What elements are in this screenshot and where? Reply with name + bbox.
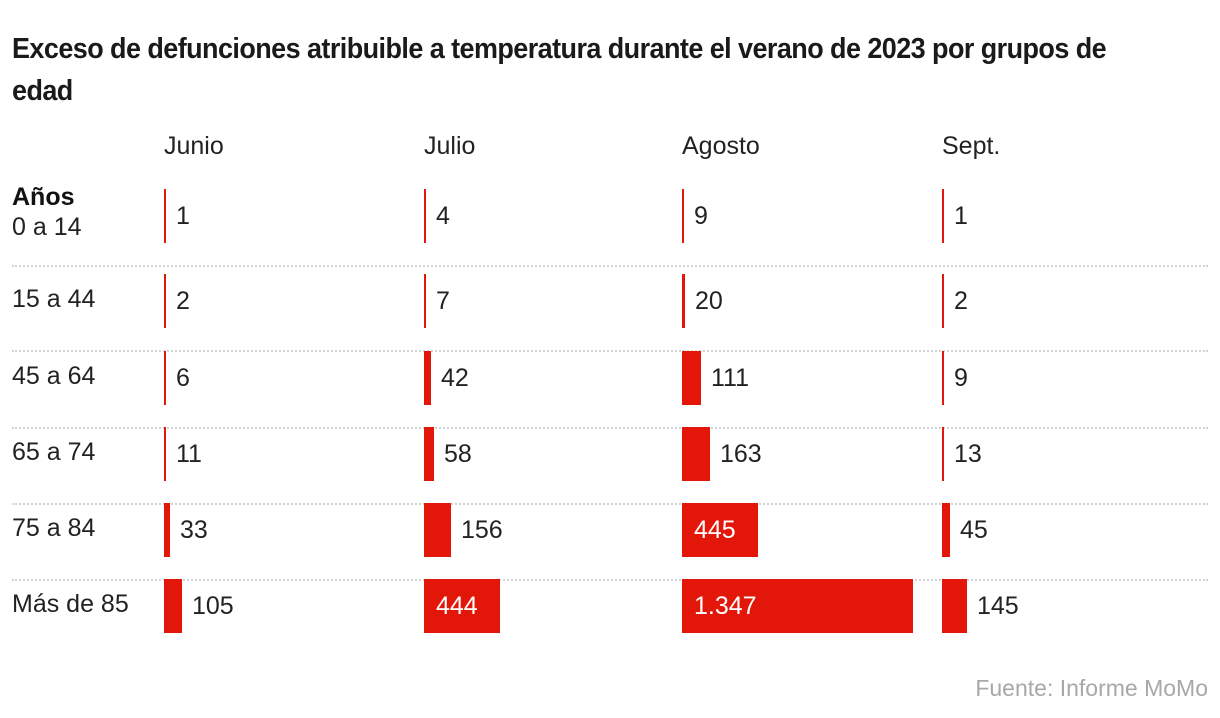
bar — [942, 427, 944, 481]
bar — [424, 351, 431, 405]
bar — [942, 579, 967, 633]
bar — [424, 274, 426, 328]
bar — [682, 579, 913, 633]
bar — [164, 579, 182, 633]
source-note: Fuente: Informe MoMo — [975, 675, 1208, 701]
data-label: 1.347 — [694, 592, 757, 620]
data-label: 9 — [954, 364, 968, 392]
bar — [424, 427, 434, 481]
column-header: Sept. — [942, 132, 1001, 160]
data-label: 156 — [461, 516, 503, 544]
data-label: 145 — [977, 592, 1019, 620]
data-label: 105 — [192, 592, 234, 620]
data-label: 1 — [176, 202, 190, 230]
bar — [942, 351, 944, 405]
data-label: 42 — [441, 364, 469, 392]
bar — [164, 189, 166, 243]
bar — [682, 351, 701, 405]
bar — [942, 503, 950, 557]
data-label: 2 — [176, 287, 190, 315]
data-label: 444 — [436, 592, 478, 620]
data-label: 445 — [694, 516, 736, 544]
data-label: 7 — [436, 287, 450, 315]
bar — [424, 189, 426, 243]
row-label: 15 a 44 — [12, 285, 96, 313]
row-header: Años — [12, 183, 75, 211]
data-label: 20 — [695, 287, 723, 315]
bar — [424, 579, 500, 633]
chart-title: Exceso de defunciones atribuible a tempe… — [12, 33, 1107, 107]
row-divider — [12, 427, 1208, 429]
bar — [682, 189, 684, 243]
column-header: Agosto — [682, 132, 760, 160]
row-divider — [12, 503, 1208, 505]
data-label: 1 — [954, 202, 968, 230]
row-divider — [12, 350, 1208, 352]
data-label: 4 — [436, 202, 450, 230]
row-label: 75 a 84 — [12, 514, 96, 542]
column-header: Julio — [424, 132, 476, 160]
bar — [942, 189, 944, 243]
column-header: Junio — [164, 132, 224, 160]
data-label: 9 — [694, 202, 708, 230]
row-label: 45 a 64 — [12, 362, 96, 390]
data-label: 163 — [720, 440, 762, 468]
bar — [164, 427, 166, 481]
data-label: 13 — [954, 440, 982, 468]
bar — [164, 503, 170, 557]
data-label: 2 — [954, 287, 968, 315]
bar — [424, 503, 451, 557]
bar — [942, 274, 944, 328]
row-divider — [12, 265, 1208, 267]
bar — [682, 503, 758, 557]
bar — [164, 351, 166, 405]
data-label: 111 — [711, 364, 750, 392]
bar — [682, 274, 685, 328]
row-label: 0 a 14 — [12, 213, 82, 241]
data-label: 11 — [176, 440, 202, 468]
data-label: 33 — [180, 516, 208, 544]
data-label: 58 — [444, 440, 472, 468]
data-label: 45 — [960, 516, 988, 544]
bar — [164, 274, 166, 328]
row-label: Más de 85 — [12, 590, 129, 618]
data-label: 6 — [176, 364, 190, 392]
row-divider — [12, 579, 1208, 581]
row-label: 65 a 74 — [12, 438, 96, 466]
bar — [682, 427, 710, 481]
